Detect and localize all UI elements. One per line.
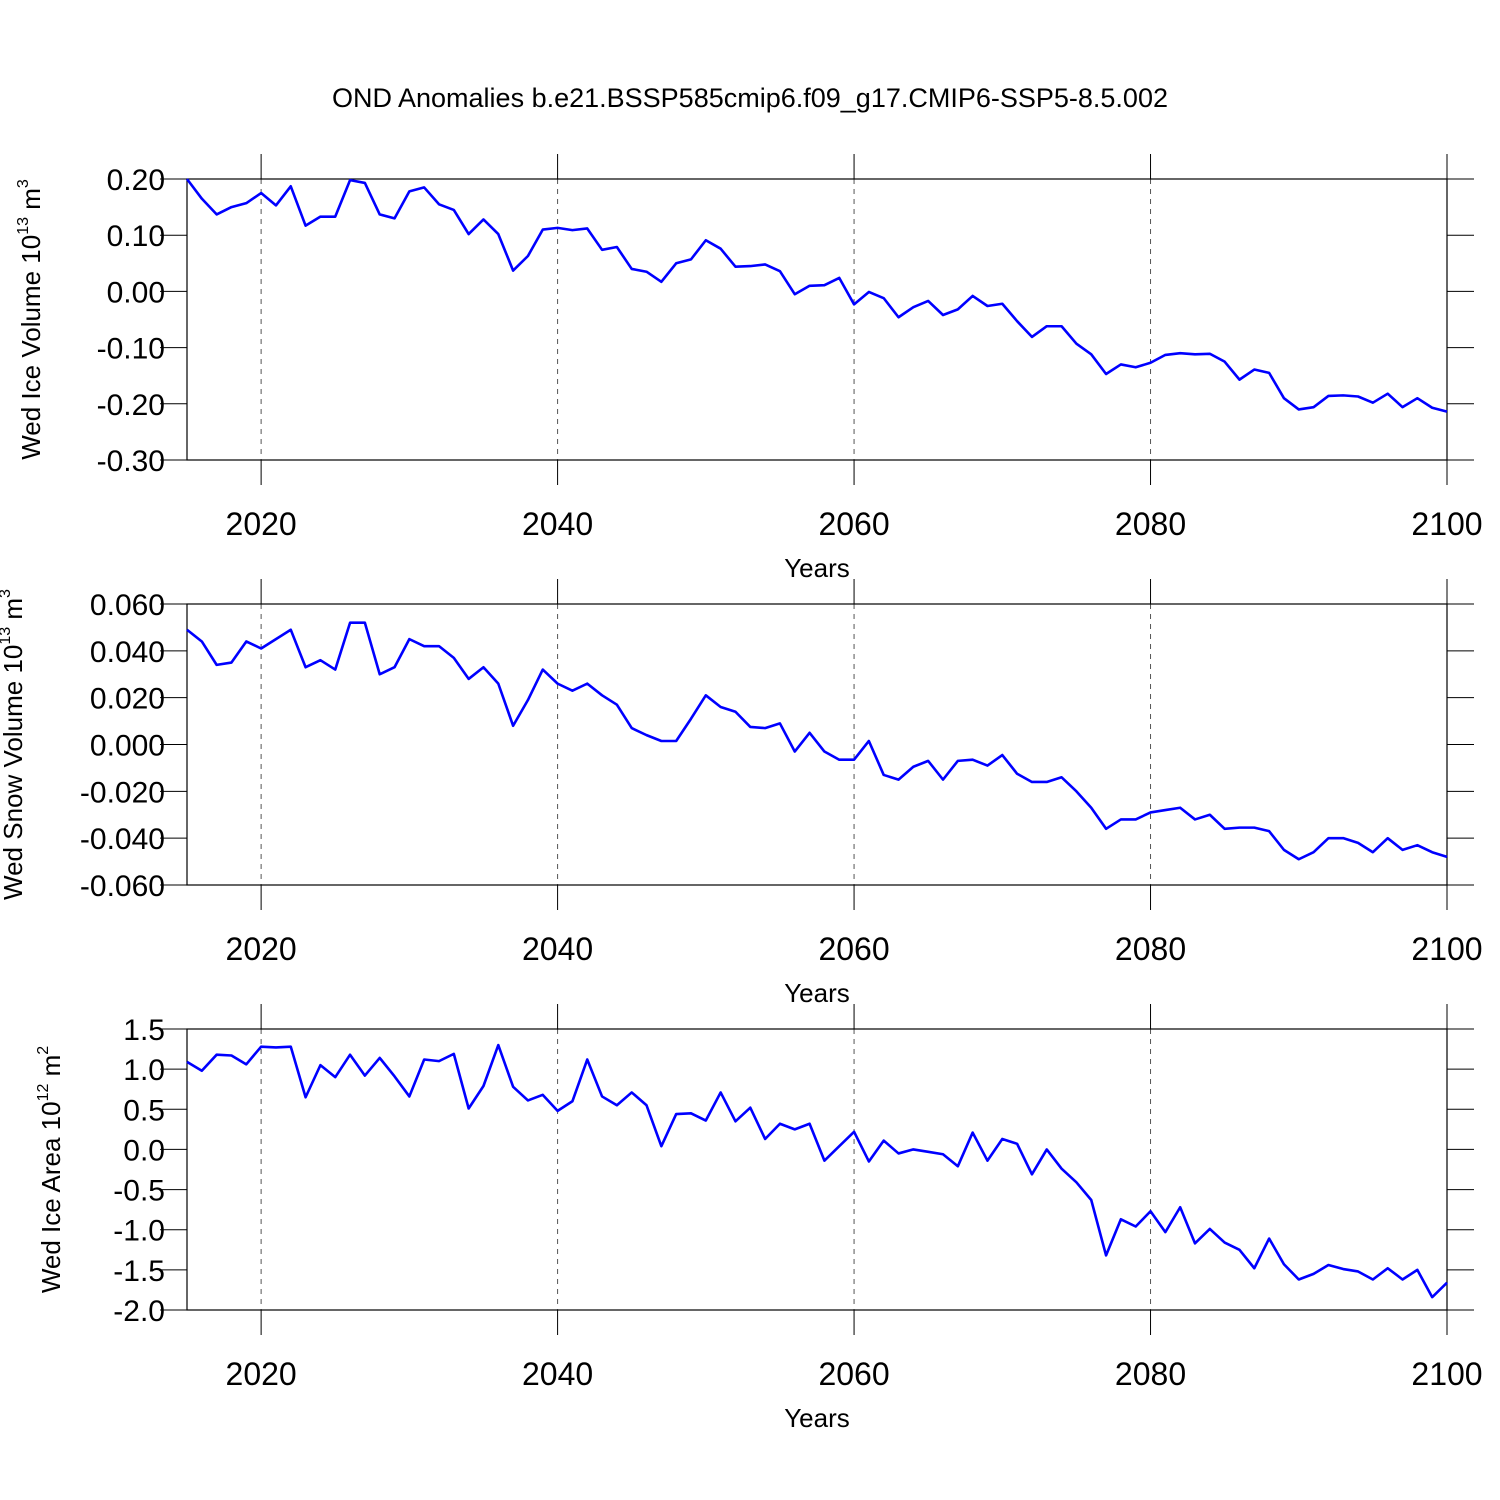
- y-axis-label-part: Wed Ice Volume 10: [16, 235, 46, 460]
- x-tick-label: 2100: [1411, 506, 1482, 542]
- y-tick-label: -0.20: [97, 389, 165, 422]
- y-axis-label-part: 13: [15, 217, 32, 235]
- y-tick-label: -0.30: [97, 445, 165, 478]
- y-tick-label: -0.040: [80, 823, 165, 856]
- y-tick-label: 0.0: [123, 1134, 165, 1167]
- x-tick-label: 2080: [1115, 506, 1186, 542]
- x-axis-label: Years: [784, 1403, 850, 1433]
- y-tick-label: -1.5: [113, 1255, 165, 1288]
- data-line: [185, 178, 1448, 413]
- y-tick-label: 0.060: [90, 589, 165, 622]
- x-tick-label: 2040: [522, 1356, 593, 1392]
- y-tick-label: -0.020: [80, 776, 165, 809]
- y-tick-label: -1.0: [113, 1215, 165, 1248]
- y-tick-label: 0.10: [107, 220, 165, 253]
- y-axis-label-part: 2: [35, 1046, 52, 1055]
- plot-frame: [186, 178, 1448, 461]
- x-tick-label: 2100: [1411, 1356, 1482, 1392]
- y-tick-label: 0.5: [123, 1094, 165, 1127]
- y-tick-label: -0.5: [113, 1175, 165, 1208]
- y-tick-label: -2.0: [113, 1295, 165, 1328]
- y-axis-label-part: m: [16, 188, 46, 217]
- y-tick-label: 0.040: [90, 636, 165, 669]
- y-tick-label: 0.00: [107, 276, 165, 309]
- plot-frame: [186, 603, 1448, 886]
- x-tick-label: 2100: [1411, 931, 1482, 967]
- y-tick-label: 0.20: [107, 164, 165, 197]
- data-line: [186, 1043, 1448, 1299]
- y-tick-label: -0.060: [80, 870, 165, 903]
- y-axis-label-part: Wed Ice Area 10: [36, 1101, 66, 1293]
- x-tick-label: 2080: [1115, 931, 1186, 967]
- y-axis-label-part: 3: [15, 179, 32, 188]
- x-axis-label: Years: [784, 978, 850, 1008]
- x-tick-label: 2080: [1115, 1356, 1186, 1392]
- y-axis-label: Wed Ice Area 1012 m2: [35, 1046, 66, 1293]
- x-tick-label: 2060: [818, 506, 889, 542]
- y-tick-label: 1.5: [123, 1014, 165, 1047]
- x-tick-label: 2060: [818, 1356, 889, 1392]
- x-tick-label: 2020: [226, 506, 297, 542]
- y-tick-label: 1.0: [123, 1054, 165, 1087]
- y-axis-label-part: 13: [0, 627, 14, 645]
- y-tick-label: 0.000: [90, 730, 165, 763]
- x-tick-label: 2020: [226, 931, 297, 967]
- figure-title: OND Anomalies b.e21.BSSP585cmip6.f09_g17…: [332, 83, 1168, 113]
- plot-frame: [186, 1028, 1448, 1311]
- y-axis-label-part: Wed Snow Volume 10: [0, 645, 28, 900]
- y-axis-label: Wed Ice Volume 1013 m3: [15, 179, 46, 460]
- y-axis-label-part: 12: [35, 1084, 52, 1102]
- y-tick-label: -0.10: [97, 333, 165, 366]
- x-axis-label: Years: [784, 553, 850, 583]
- y-axis-label-part: m: [36, 1055, 66, 1084]
- y-axis-label-part: m: [0, 598, 28, 627]
- y-axis-label-part: 3: [0, 589, 14, 598]
- x-tick-label: 2020: [226, 1356, 297, 1392]
- y-axis-label: Wed Snow Volume 1013 m3: [0, 589, 28, 900]
- x-tick-label: 2060: [818, 931, 889, 967]
- data-line: [186, 621, 1448, 861]
- x-tick-label: 2040: [522, 506, 593, 542]
- y-tick-label: 0.020: [90, 683, 165, 716]
- x-tick-label: 2040: [522, 931, 593, 967]
